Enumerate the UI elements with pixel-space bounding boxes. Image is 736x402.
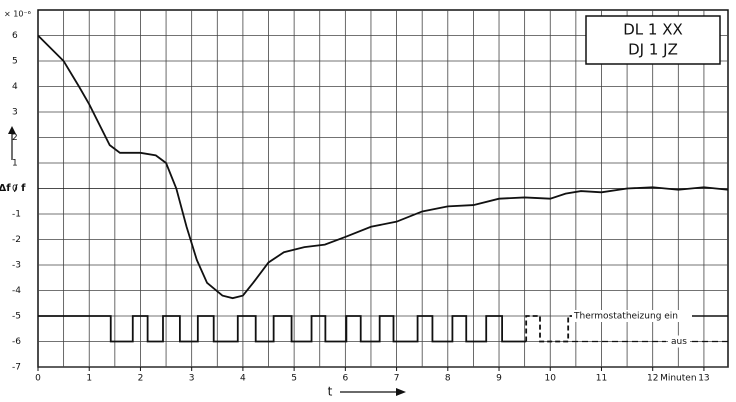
x-tick-label: 6 [342, 374, 348, 384]
y-tick-label: -5 [12, 312, 21, 322]
x-tick-label: 0 [35, 374, 41, 384]
y-tick-label: -1 [12, 210, 21, 220]
x-tick-label: 5 [291, 374, 297, 384]
badge-box [585, 15, 721, 65]
x-tick-label: 4 [240, 374, 246, 384]
x-tick-label: 8 [445, 374, 451, 384]
y-axis-label: Δf / f [0, 183, 26, 194]
annotation: Thermostatheizung ein [573, 312, 678, 322]
y-arrow-head [8, 126, 16, 134]
x-tick-label: 9 [496, 374, 502, 384]
y-exponent: × 10⁻⁶ [4, 10, 31, 19]
series-line [525, 315, 576, 343]
badge-line: DL 1 XX [623, 21, 683, 39]
y-tick-label: 3 [12, 108, 18, 118]
y-tick-label: 5 [12, 57, 18, 67]
y-tick-label: 6 [12, 31, 18, 41]
x-tick-label: 3 [189, 374, 195, 384]
annotation: aus [671, 337, 687, 347]
series-line [38, 315, 527, 343]
y-tick-label: -2 [12, 235, 21, 245]
y-tick-label: -3 [12, 261, 21, 271]
y-tick-label: -7 [12, 363, 21, 373]
x-tick-label: 1 [86, 374, 92, 384]
x-tick-label: 13 [698, 374, 709, 384]
x-tick-label: 11 [596, 374, 607, 384]
y-tick-label: 4 [12, 82, 18, 92]
y-tick-label: -4 [12, 286, 21, 296]
y-tick-label: 1 [12, 159, 18, 169]
annotation-bg [668, 335, 690, 348]
y-tick-label: 2 [12, 133, 18, 143]
x-axis-label: t [328, 385, 333, 399]
x-unit: Minuten [660, 374, 696, 384]
x-tick-label: 10 [545, 374, 557, 384]
y-tick-label: 0 [12, 184, 18, 194]
x-tick-label: 12 [647, 374, 658, 384]
x-tick-label: 2 [138, 374, 144, 384]
annotation-bg [572, 310, 692, 322]
x-arrow-head [396, 388, 406, 396]
y-tick-label: -6 [12, 337, 21, 347]
x-tick-label: 7 [394, 374, 400, 384]
badge-line: DJ 1 JZ [628, 41, 678, 59]
series-line [37, 34, 729, 300]
